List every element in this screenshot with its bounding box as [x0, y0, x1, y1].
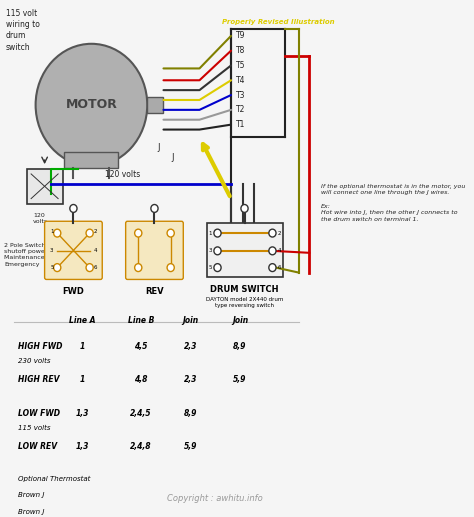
- Text: 2,4,5: 2,4,5: [130, 408, 152, 418]
- Text: T1: T1: [236, 120, 245, 129]
- Text: Join: Join: [232, 316, 248, 325]
- Text: 6: 6: [278, 265, 282, 270]
- Circle shape: [151, 205, 158, 212]
- Text: J: J: [171, 153, 174, 162]
- Text: 2: 2: [93, 229, 97, 234]
- Circle shape: [54, 229, 61, 237]
- Text: Copyright : awhitu.info: Copyright : awhitu.info: [167, 494, 263, 504]
- Text: 5: 5: [209, 265, 212, 270]
- Text: DAYTON model 2X440 drum
type reversing switch: DAYTON model 2X440 drum type reversing s…: [206, 297, 283, 308]
- Circle shape: [269, 229, 276, 237]
- Circle shape: [86, 229, 93, 237]
- Text: 2,3: 2,3: [184, 375, 197, 384]
- Text: 120
volts: 120 volts: [33, 214, 48, 224]
- Text: Line A: Line A: [69, 316, 96, 325]
- Text: If the optional thermostat is in the motor, you
will connect one line through th: If the optional thermostat is in the mot…: [321, 184, 465, 222]
- Bar: [207, 223, 283, 278]
- FancyBboxPatch shape: [45, 221, 102, 280]
- Text: 8,9: 8,9: [184, 408, 197, 418]
- Text: 5: 5: [50, 265, 54, 270]
- Text: 4,5: 4,5: [134, 342, 147, 351]
- Text: 3: 3: [50, 248, 54, 253]
- Circle shape: [214, 264, 221, 271]
- Text: 4: 4: [93, 248, 97, 253]
- Text: T3: T3: [236, 90, 245, 100]
- Text: T5: T5: [236, 61, 245, 70]
- Bar: [64, 152, 118, 168]
- Text: LOW FWD: LOW FWD: [18, 408, 60, 418]
- Text: T2: T2: [236, 105, 245, 114]
- Text: HIGH FWD: HIGH FWD: [18, 342, 62, 351]
- Text: HIGH REV: HIGH REV: [18, 375, 59, 384]
- Circle shape: [167, 264, 174, 271]
- Circle shape: [36, 44, 147, 166]
- Text: LOW REV: LOW REV: [18, 442, 57, 451]
- Text: Line B: Line B: [128, 316, 154, 325]
- Text: T4: T4: [236, 76, 245, 85]
- Text: 1: 1: [80, 342, 85, 351]
- Text: 1: 1: [209, 231, 212, 236]
- Circle shape: [269, 247, 276, 255]
- Text: 1,3: 1,3: [76, 408, 89, 418]
- Circle shape: [86, 264, 93, 271]
- Text: 115 volts: 115 volts: [18, 425, 50, 431]
- Circle shape: [135, 229, 142, 237]
- Text: 2,4,8: 2,4,8: [130, 442, 152, 451]
- Text: 3: 3: [209, 248, 212, 253]
- Bar: [27, 169, 63, 204]
- Circle shape: [241, 205, 248, 212]
- Circle shape: [135, 264, 142, 271]
- Text: 4,8: 4,8: [134, 375, 147, 384]
- Text: 2,3: 2,3: [184, 342, 197, 351]
- Text: T8: T8: [236, 46, 245, 55]
- Text: REV: REV: [145, 287, 164, 296]
- Text: DRUM SWITCH: DRUM SWITCH: [210, 285, 279, 294]
- Text: FWD: FWD: [63, 287, 84, 296]
- Text: Brown J: Brown J: [18, 492, 44, 498]
- Text: 6: 6: [93, 265, 97, 270]
- Text: Properly Revised Illustration: Properly Revised Illustration: [222, 19, 335, 25]
- Text: J: J: [158, 143, 160, 152]
- Circle shape: [269, 264, 276, 271]
- Text: Optional Thermostat: Optional Thermostat: [18, 476, 90, 482]
- Text: 1: 1: [80, 375, 85, 384]
- Text: 2 Pole Switch to
shutoff power for
Maintenance or
Emergency: 2 Pole Switch to shutoff power for Maint…: [4, 243, 58, 267]
- Text: 120 volts: 120 volts: [105, 170, 140, 179]
- FancyBboxPatch shape: [126, 221, 183, 280]
- Circle shape: [54, 264, 61, 271]
- Text: 8,9: 8,9: [233, 342, 246, 351]
- Text: 2: 2: [278, 231, 282, 236]
- Circle shape: [70, 205, 77, 212]
- Text: 5,9: 5,9: [233, 375, 246, 384]
- Circle shape: [214, 247, 221, 255]
- Text: MOTOR: MOTOR: [65, 98, 118, 112]
- Text: 230 volts: 230 volts: [18, 358, 50, 364]
- Text: Brown J: Brown J: [18, 509, 44, 515]
- Text: 115 volt
wiring to
drum
switch: 115 volt wiring to drum switch: [6, 9, 40, 52]
- Text: 5,9: 5,9: [184, 442, 197, 451]
- Text: 4: 4: [278, 248, 282, 253]
- Circle shape: [214, 229, 221, 237]
- Text: 1: 1: [50, 229, 54, 234]
- Text: T9: T9: [236, 32, 245, 40]
- Text: Join: Join: [182, 316, 199, 325]
- Circle shape: [167, 229, 174, 237]
- Bar: [147, 97, 164, 113]
- Text: 1,3: 1,3: [76, 442, 89, 451]
